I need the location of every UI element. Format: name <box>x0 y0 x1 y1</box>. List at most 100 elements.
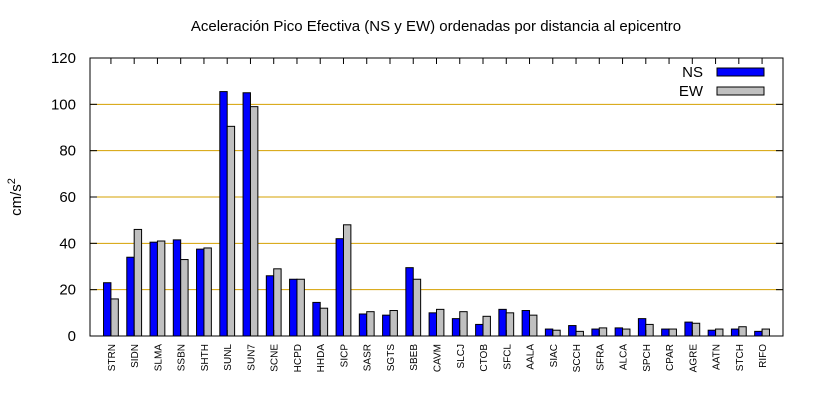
y-tick-label-0: 0 <box>68 328 76 345</box>
legend: NS EW <box>679 64 765 100</box>
y-axis-ticks: 0 20 40 60 80 100 120 <box>51 50 783 345</box>
bar-ns-siac <box>544 328 554 337</box>
x-tick-label-siac: SIAC <box>549 344 560 367</box>
bar-ns-sidn <box>126 256 135 337</box>
bar-ew-sfra <box>598 327 608 337</box>
bar-ew-spch <box>645 323 654 337</box>
bar-ew-sun7 <box>249 106 259 337</box>
bar-ew-cavm <box>436 308 445 337</box>
bar-ew-alca <box>622 328 631 337</box>
bar-ns-sfcl <box>498 308 507 337</box>
x-tick-label-slma: SLMA <box>153 344 164 372</box>
bar-ns-scne <box>265 275 275 337</box>
x-tick-label-strn: STRN <box>107 344 118 371</box>
bar-ns-strn <box>103 282 112 337</box>
y-axis-label-superscript: 2 <box>6 178 18 184</box>
x-tick-label-slcj: SLCJ <box>456 344 467 368</box>
bar-ns-ssbn <box>172 239 182 337</box>
bar-ns-cavm <box>428 312 438 337</box>
bar-ew-aatn <box>715 328 724 337</box>
x-tick-label-sfra: SFRA <box>595 344 606 371</box>
bar-ns-agre <box>684 321 693 337</box>
bar-ew-scne <box>273 268 282 337</box>
bar-ns-slcj <box>451 318 461 337</box>
bars <box>103 91 770 337</box>
x-tick-label-scch: SCCH <box>572 344 583 372</box>
bar-ew-strn <box>110 298 119 337</box>
bar-ns-sfra <box>591 328 600 337</box>
x-tick-label-sbeb: SBEB <box>409 344 420 371</box>
x-tick-label-aala: AALA <box>526 344 537 370</box>
y-tick-label-3: 60 <box>59 189 76 206</box>
bar-ns-stch <box>730 328 740 337</box>
bar-ns-aala <box>521 310 531 337</box>
bar-ew-hhda <box>319 307 329 337</box>
x-tick-label-sicp: SICP <box>339 344 350 368</box>
bar-ns-alca <box>614 327 624 337</box>
bar-ns-rifo <box>754 330 763 337</box>
x-tick-label-sasr: SASR <box>363 344 374 371</box>
bar-ew-sicp <box>342 224 352 337</box>
bar-ew-sidn <box>133 228 143 337</box>
y-axis-label-unit: cm/s <box>8 184 25 216</box>
bar-ew-stch <box>738 326 747 337</box>
bar-ns-cpar <box>661 328 670 337</box>
bar-ew-cpar <box>668 328 677 337</box>
y-axis-label-group: cm/s2 <box>6 178 25 216</box>
bar-ns-sbeb <box>405 267 414 337</box>
bar-ew-sunl <box>226 125 236 337</box>
bar-ew-aala <box>529 314 538 337</box>
y-tick-label-4: 80 <box>59 143 76 160</box>
x-tick-label-sun7: SUN7 <box>246 344 257 371</box>
x-tick-label-agre: AGRE <box>688 344 699 373</box>
bar-ew-sgts <box>389 310 398 337</box>
gridlines <box>90 103 783 291</box>
x-tick-label-shth: SHTH <box>200 344 211 371</box>
legend-swatch-ew <box>716 86 765 96</box>
y-tick-label-1: 20 <box>59 282 76 299</box>
x-tick-label-sunl: SUNL <box>223 344 234 371</box>
x-tick-label-alca: ALCA <box>619 344 630 370</box>
bar-ns-sicp <box>335 238 344 337</box>
x-tick-label-sidn: SIDN <box>130 344 141 368</box>
bar-ew-shth <box>203 247 212 337</box>
bar-ew-agre <box>691 322 701 337</box>
bar-ew-hcpd <box>296 278 305 337</box>
bar-ns-aatn <box>707 329 717 337</box>
y-axis-label: cm/s2 <box>6 178 25 216</box>
bar-ns-shth <box>196 248 205 337</box>
x-tick-label-hcpd: HCPD <box>293 344 304 372</box>
bar-ns-slma <box>149 241 158 337</box>
bar-ew-scch <box>575 330 584 337</box>
bar-ew-sfcl <box>505 312 515 337</box>
x-tick-label-sgts: SGTS <box>386 344 397 372</box>
x-tick-label-cpar: CPAR <box>665 344 676 371</box>
bar-ns-scch <box>568 325 577 337</box>
bar-ns-sasr <box>358 313 368 337</box>
bar-ns-sgts <box>382 314 391 337</box>
bar-ew-siac <box>552 329 561 337</box>
x-tick-label-cavm: CAVM <box>433 344 444 372</box>
bar-ns-ctob <box>475 323 484 337</box>
bar-ew-slcj <box>459 311 468 337</box>
y-tick-label-6: 120 <box>51 50 76 67</box>
bar-ew-slma <box>156 240 166 337</box>
bar-ns-sun7 <box>242 92 251 337</box>
x-tick-label-scne: SCNE <box>270 344 281 372</box>
bar-ns-hcpd <box>289 278 298 337</box>
bar-ew-ssbn <box>180 259 189 337</box>
bar-ew-ctob <box>482 315 491 337</box>
bar-ns-spch <box>637 318 647 337</box>
legend-label-ew: EW <box>679 83 704 100</box>
x-tick-label-aatn: AATN <box>712 344 723 370</box>
legend-label-ns: NS <box>682 64 703 81</box>
x-tick-label-hhda: HHDA <box>316 344 327 373</box>
x-tick-label-spch: SPCH <box>642 344 653 372</box>
bar-ew-rifo <box>761 328 770 337</box>
bar-ns-sunl <box>219 91 228 337</box>
x-tick-label-ssbn: SSBN <box>177 344 188 371</box>
bar-ew-sbeb <box>412 278 422 337</box>
x-tick-label-ctob: CTOB <box>479 344 490 372</box>
